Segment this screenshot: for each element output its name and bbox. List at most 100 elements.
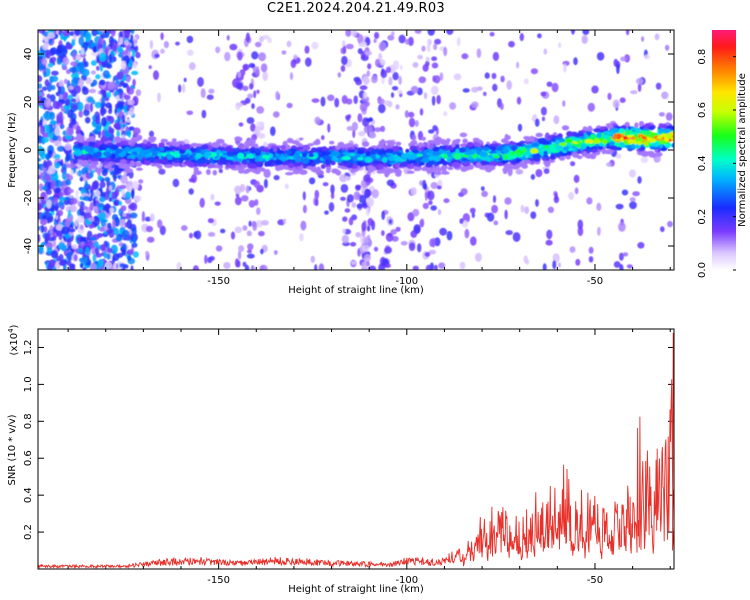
heatmap-cell bbox=[144, 153, 153, 157]
heatmap-cell bbox=[612, 99, 620, 109]
heatmap-cell bbox=[314, 198, 319, 207]
heatmap-cell bbox=[71, 244, 78, 250]
heatmap-cell bbox=[113, 262, 117, 270]
heatmap-cell bbox=[52, 240, 57, 248]
heatmap-cell bbox=[247, 93, 254, 99]
heatmap-cell bbox=[115, 124, 121, 131]
heatmap-cell bbox=[314, 189, 320, 200]
heatmap-cell bbox=[502, 147, 510, 154]
heatmap-cell bbox=[570, 161, 576, 167]
heatmap-cell bbox=[96, 65, 100, 71]
heatmap-cell bbox=[516, 96, 522, 105]
heatmap-cell bbox=[208, 88, 215, 94]
heatmap-cell bbox=[267, 37, 273, 43]
heatmap-cell bbox=[474, 147, 483, 151]
heatmap-cell bbox=[351, 260, 356, 265]
heatmap-cell bbox=[322, 155, 332, 161]
heatmap-cell bbox=[104, 158, 111, 163]
heatmap-cell bbox=[461, 53, 469, 60]
heatmap-cell bbox=[247, 243, 254, 251]
heatmap-cell bbox=[341, 234, 349, 244]
heatmap-cell bbox=[129, 212, 138, 219]
heatmap-cell bbox=[637, 242, 645, 249]
heatmap-cell bbox=[459, 218, 464, 224]
heatmap-cell bbox=[48, 124, 53, 134]
plot-frame-bottom bbox=[37, 328, 675, 570]
heatmap-cell bbox=[386, 168, 395, 174]
heatmap-cell bbox=[515, 158, 523, 162]
heatmap-cell bbox=[61, 65, 68, 71]
heatmap-cell bbox=[80, 47, 85, 56]
heatmap-cell bbox=[131, 70, 139, 76]
heatmap-cell bbox=[640, 156, 649, 163]
heatmap-cell bbox=[100, 89, 105, 95]
heatmap-cell bbox=[75, 93, 80, 103]
bottom-y-scale-label: (x104) bbox=[7, 324, 20, 355]
heatmap-cell bbox=[530, 148, 539, 154]
heatmap-cell bbox=[104, 176, 111, 182]
heatmap-cell bbox=[380, 169, 387, 173]
heatmap-cell bbox=[629, 131, 638, 136]
y-tick-label: 0.4 bbox=[23, 487, 34, 503]
heatmap-cell bbox=[340, 65, 346, 72]
heatmap-cell bbox=[506, 80, 512, 90]
heatmap-cell bbox=[92, 253, 97, 263]
heatmap-cell bbox=[173, 152, 181, 158]
heatmap-cell bbox=[503, 170, 508, 175]
heatmap-cell bbox=[638, 121, 643, 127]
heatmap-cell bbox=[433, 75, 441, 84]
heatmap-cell bbox=[486, 212, 495, 222]
heatmap-cell bbox=[530, 211, 537, 219]
heatmap-cell bbox=[84, 116, 91, 124]
heatmap-cell bbox=[535, 169, 543, 178]
heatmap-cell bbox=[388, 218, 392, 225]
heatmap-cell bbox=[352, 154, 360, 162]
heatmap-cell bbox=[132, 127, 141, 135]
heatmap-cell bbox=[258, 52, 266, 62]
heatmap-cell bbox=[431, 95, 436, 106]
heatmap-cell bbox=[236, 260, 241, 268]
heatmap-cell bbox=[127, 255, 132, 261]
heatmap-cell bbox=[110, 30, 116, 37]
heatmap-cell bbox=[145, 146, 151, 150]
heatmap-cell bbox=[357, 113, 363, 123]
heatmap-cell bbox=[92, 129, 99, 135]
heatmap-cell bbox=[345, 43, 354, 50]
heatmap-cell bbox=[374, 127, 382, 133]
heatmap-cell bbox=[619, 97, 626, 103]
heatmap-cell bbox=[337, 72, 342, 78]
heatmap-cell bbox=[286, 40, 292, 48]
heatmap-cell bbox=[356, 150, 365, 155]
heatmap-cell bbox=[410, 140, 418, 146]
heatmap-cell bbox=[320, 164, 326, 169]
heatmap-cell bbox=[638, 147, 645, 151]
heatmap-cell bbox=[462, 88, 470, 93]
heatmap-cell bbox=[239, 183, 246, 193]
heatmap-cell bbox=[54, 154, 61, 160]
heatmap-cell bbox=[66, 259, 72, 266]
heatmap-cell bbox=[95, 167, 103, 173]
heatmap-cell bbox=[648, 125, 655, 131]
heatmap-cell bbox=[95, 114, 101, 125]
heatmap-cell bbox=[181, 225, 188, 231]
heatmap-cell bbox=[425, 60, 430, 67]
heatmap-cell bbox=[412, 265, 419, 270]
heatmap-cell bbox=[588, 246, 594, 254]
heatmap-cell bbox=[646, 150, 655, 156]
heatmap-cell bbox=[618, 128, 625, 134]
heatmap-cell bbox=[554, 192, 558, 200]
heatmap-cell bbox=[245, 97, 251, 104]
heatmap-cell bbox=[492, 195, 497, 204]
heatmap-cell bbox=[631, 143, 636, 149]
heatmap-cell bbox=[428, 129, 435, 134]
heatmap-cell bbox=[345, 114, 350, 121]
heatmap-cell bbox=[438, 262, 446, 269]
heatmap-cell bbox=[78, 169, 82, 177]
heatmap-cell bbox=[523, 78, 529, 85]
heatmap-cell bbox=[613, 58, 619, 67]
y-tick-label: 0.8 bbox=[23, 413, 34, 429]
heatmap-cell bbox=[95, 30, 99, 35]
heatmap-cell bbox=[370, 161, 375, 165]
heatmap-cell bbox=[523, 255, 528, 264]
